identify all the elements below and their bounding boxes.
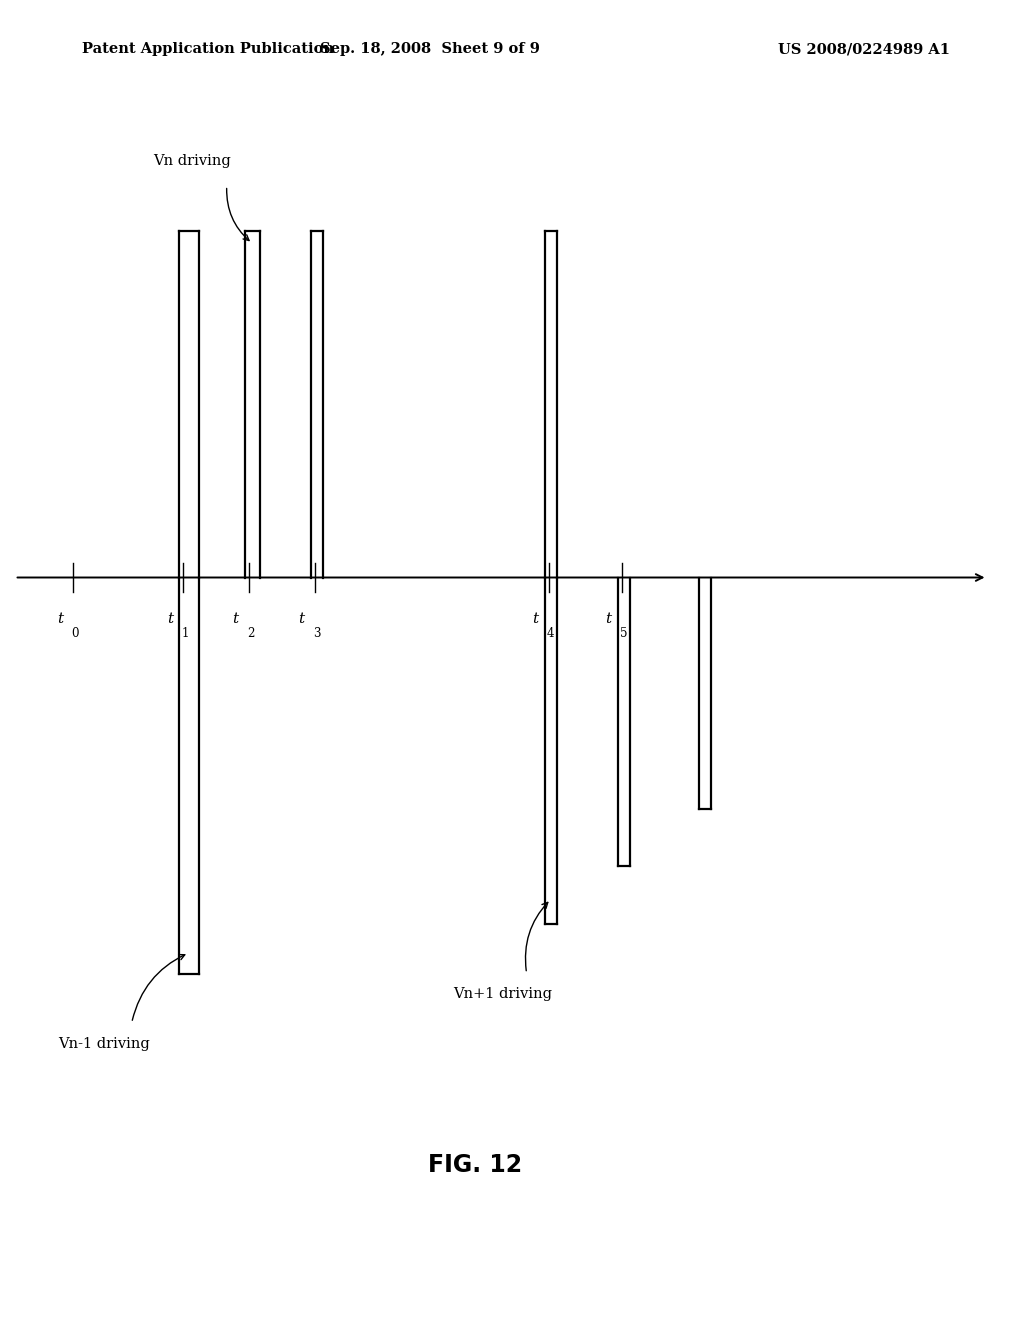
Text: t: t [605,612,611,626]
Text: Vn+1 driving: Vn+1 driving [454,987,553,1002]
Text: t: t [57,612,63,626]
Text: 0: 0 [72,627,79,640]
Text: 5: 5 [621,627,628,640]
Text: Vn driving: Vn driving [154,154,231,168]
Text: 3: 3 [313,627,321,640]
Text: t: t [167,612,173,626]
Text: Sep. 18, 2008  Sheet 9 of 9: Sep. 18, 2008 Sheet 9 of 9 [321,42,540,57]
Text: FIG. 12: FIG. 12 [428,1152,522,1176]
Text: t: t [232,612,239,626]
Text: US 2008/0224989 A1: US 2008/0224989 A1 [778,42,950,57]
Text: 1: 1 [181,627,188,640]
Text: t: t [532,612,539,626]
Text: 4: 4 [547,627,555,640]
Text: Vn-1 driving: Vn-1 driving [58,1036,151,1051]
Text: Patent Application Publication: Patent Application Publication [82,42,334,57]
Text: 2: 2 [247,627,255,640]
Text: t: t [298,612,304,626]
